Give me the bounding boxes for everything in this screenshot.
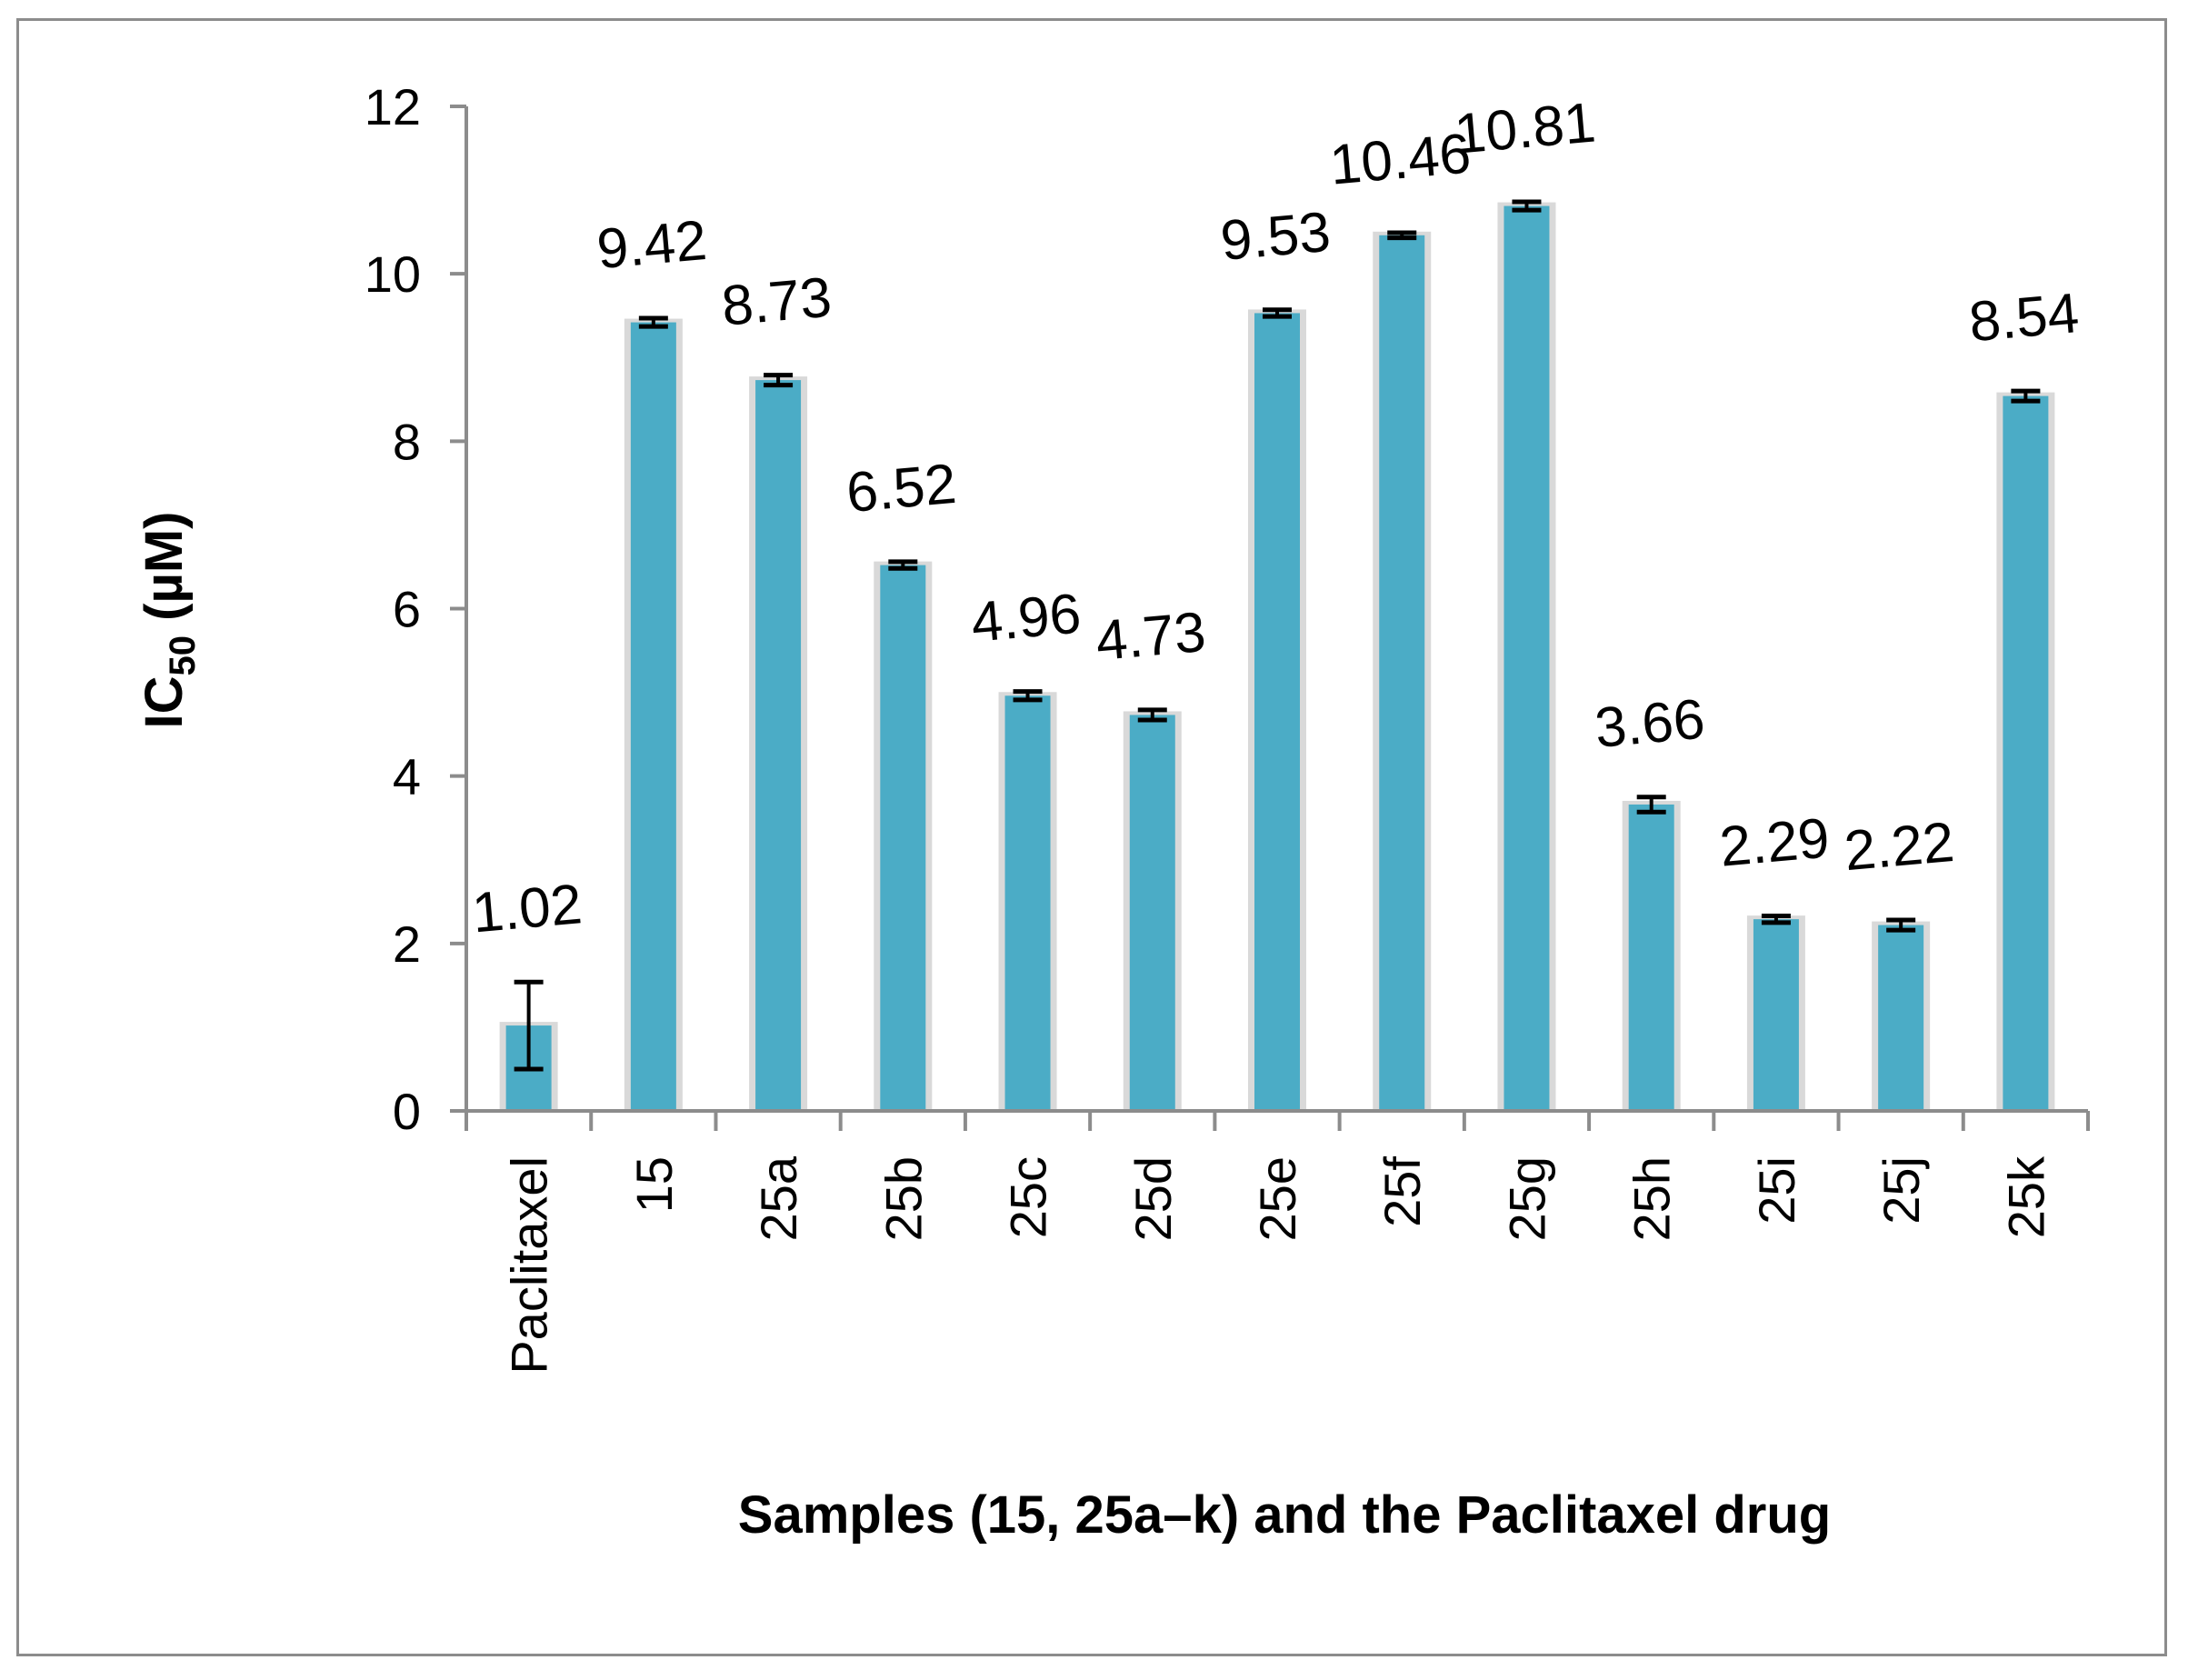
bar-layer xyxy=(499,202,2055,1112)
data-label-25e: 9.53 xyxy=(1218,201,1333,273)
y-tick-label: 8 xyxy=(393,413,421,470)
x-tick-label-25c: 25c xyxy=(1000,1156,1057,1238)
data-label-25h: 3.66 xyxy=(1593,688,1707,760)
bar-25a xyxy=(755,380,802,1111)
error-bar-25k xyxy=(2011,388,2041,404)
x-tick-label-25j: 25j xyxy=(1873,1156,1930,1225)
data-label-25j: 2.22 xyxy=(1842,811,1956,883)
error-bar-Paclitaxel xyxy=(514,979,544,1072)
label-layer: 0 2 4 6 8 10 12 Paclitaxel 15 25a 25b 25c 25d 25e 25f 2… xyxy=(365,78,2082,1375)
y-tick-label: 10 xyxy=(365,245,421,303)
error-bar-25g xyxy=(1512,199,1542,213)
error-bar-25d xyxy=(1137,707,1167,723)
data-label-15: 9.42 xyxy=(594,209,709,281)
x-tick-label-25b: 25b xyxy=(874,1156,932,1241)
error-bar-15 xyxy=(638,315,668,329)
error-bar-25c xyxy=(1013,689,1043,703)
y-tick-label: 6 xyxy=(393,581,421,638)
x-tick-label-Paclitaxel: Paclitaxel xyxy=(501,1156,558,1375)
bar-25d xyxy=(1129,715,1175,1111)
y-tick-label: 4 xyxy=(393,748,421,805)
error-bar-25b xyxy=(888,559,918,571)
data-label-25f: 10.46 xyxy=(1327,122,1474,196)
bar-25e xyxy=(1254,313,1300,1112)
axis-layer xyxy=(450,105,2090,1131)
error-bar-25h xyxy=(1636,795,1666,815)
bar-15 xyxy=(630,322,676,1111)
x-tick-label-25d: 25d xyxy=(1124,1156,1182,1241)
y-tick-label: 0 xyxy=(393,1083,421,1140)
bar-25h xyxy=(1628,804,1674,1111)
bar-25c xyxy=(1004,695,1051,1111)
x-tick-label-25i: 25i xyxy=(1748,1156,1805,1225)
y-tick-label: 2 xyxy=(393,915,421,973)
error-bar-25e xyxy=(1263,307,1292,319)
x-tick-label-25e: 25e xyxy=(1249,1156,1306,1241)
x-axis-title: Samples (15, 25a–k) and the Paclitaxel d… xyxy=(738,1485,1831,1545)
data-label-25b: 6.52 xyxy=(844,453,958,525)
data-label-25k: 8.54 xyxy=(1966,282,2081,354)
bar-25k xyxy=(2003,395,2049,1111)
error-bar-25j xyxy=(1886,917,1916,933)
y-axis-title: IC50 (µM) xyxy=(135,512,203,729)
data-label-Paclitaxel: 1.02 xyxy=(470,873,584,945)
data-label-25c: 4.96 xyxy=(969,583,1084,655)
x-tick-label-25k: 25k xyxy=(1997,1155,2054,1238)
error-bar-25f xyxy=(1387,230,1417,241)
x-tick-label-25a: 25a xyxy=(750,1155,807,1241)
x-tick-label-15: 15 xyxy=(625,1156,683,1213)
bar-25j xyxy=(1878,925,1924,1111)
chart-frame xyxy=(16,18,2167,1656)
data-label-25i: 2.29 xyxy=(1717,806,1832,878)
y-axis-title-subscript: 50 xyxy=(163,635,203,676)
error-bar-layer xyxy=(514,199,2041,1072)
error-bar-25i xyxy=(1761,913,1791,925)
data-label-25g: 10.81 xyxy=(1452,91,1598,165)
y-axis-title-main: IC xyxy=(135,675,194,728)
bar-25b xyxy=(880,565,926,1111)
bar-25f xyxy=(1379,235,1425,1111)
x-tick-label-25h: 25h xyxy=(1624,1156,1681,1241)
data-label-25a: 8.73 xyxy=(719,266,834,338)
bar-25g xyxy=(1504,205,1550,1111)
x-tick-label-25g: 25g xyxy=(1498,1156,1555,1241)
bar-25i xyxy=(1753,919,1799,1111)
x-tick-label-25f: 25f xyxy=(1374,1156,1431,1227)
data-label-25d: 4.73 xyxy=(1094,601,1208,673)
y-axis-title-unit: (µM) xyxy=(135,512,194,635)
y-tick-label: 12 xyxy=(365,78,421,135)
error-bar-25a xyxy=(764,373,794,388)
